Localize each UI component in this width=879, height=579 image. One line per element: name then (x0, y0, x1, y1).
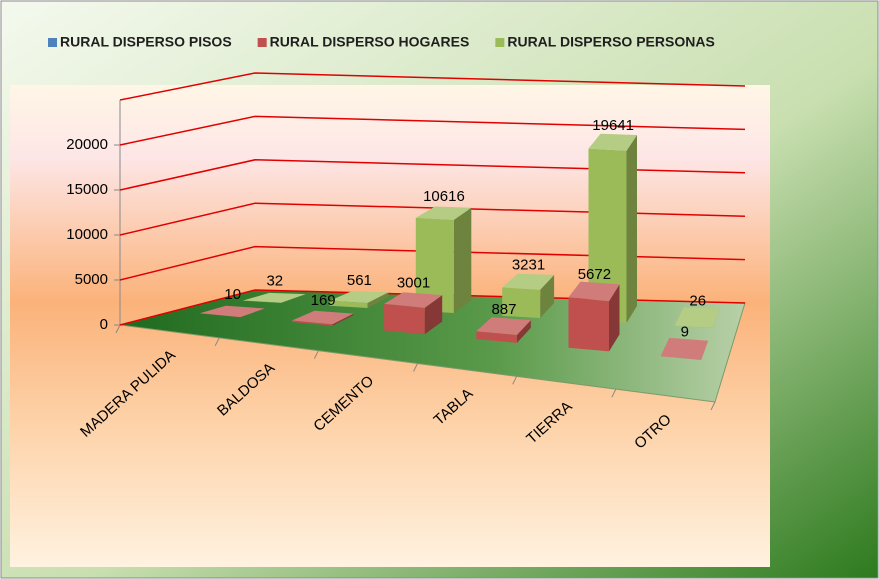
x-tick (115, 324, 121, 334)
bar (384, 292, 443, 335)
bar-top (588, 133, 637, 151)
bar-side (516, 320, 531, 343)
data-label: 32 (266, 272, 283, 289)
bar-front (476, 331, 517, 343)
legend: RURAL DISPERSO PISOS RURAL DISPERSO HOGAR… (48, 34, 715, 50)
bar-front (415, 217, 454, 313)
bar (674, 307, 720, 328)
bar (588, 133, 637, 323)
bar-side (540, 274, 555, 318)
y-tick-label: 20000 (66, 136, 108, 153)
bar-side (332, 313, 354, 326)
bar-top (199, 305, 265, 318)
grid-line (119, 245, 746, 281)
bar-side (424, 295, 443, 335)
bar-front (292, 320, 333, 326)
bar-side (701, 340, 709, 360)
bar-top (329, 291, 389, 303)
data-label: 10 (224, 286, 241, 303)
bar-side (609, 284, 620, 352)
x-tick (214, 337, 220, 347)
bar-side (453, 207, 472, 313)
y-tick-label: 10000 (66, 226, 108, 243)
bar-side (712, 308, 720, 328)
data-label: 26 (689, 292, 706, 309)
bar-front (660, 356, 702, 360)
bar-front (502, 287, 541, 318)
legend-label: RURAL DISPERSO HOGARES (270, 34, 470, 50)
grid-line (119, 202, 746, 236)
bar-side (240, 308, 265, 318)
grid-line (119, 159, 746, 191)
bar-top (476, 317, 531, 335)
bar (568, 281, 620, 352)
bar (292, 310, 354, 326)
legend-swatch (257, 38, 267, 47)
data-label: 887 (491, 301, 516, 318)
legend-label: RURAL DISPERSO PERSONAS (507, 34, 714, 50)
bar (243, 292, 306, 303)
x-tick (611, 388, 617, 398)
data-label: 5672 (578, 266, 611, 283)
bar-top (384, 292, 443, 308)
bar-top (292, 310, 354, 325)
data-label: 169 (311, 292, 336, 309)
legend-swatch (48, 38, 57, 47)
x-tick (512, 376, 518, 385)
bar (476, 317, 531, 343)
x-tick (413, 363, 418, 372)
data-label: 3231 (512, 256, 545, 273)
bar (329, 291, 389, 308)
bar-front (199, 313, 241, 318)
data-label: 10616 (423, 188, 465, 205)
bar-front (243, 300, 282, 303)
legend-label: RURAL DISPERSO PISOS (60, 34, 232, 50)
bar-top (568, 281, 620, 302)
bar-front (568, 297, 609, 352)
wall-edge (119, 72, 746, 101)
data-label: 561 (347, 272, 372, 289)
grid-line (119, 115, 746, 146)
legend-swatch (495, 38, 505, 47)
bar (660, 337, 709, 360)
bar (502, 273, 555, 318)
bar-front (588, 148, 627, 323)
bar-top (415, 206, 472, 220)
bar-front (329, 300, 368, 308)
bar-top (660, 337, 709, 360)
bar (415, 206, 472, 313)
bar-side (367, 292, 389, 308)
y-tick-label: 0 (100, 316, 108, 333)
bar-side (281, 294, 306, 303)
bar-front (384, 303, 425, 335)
bar-top (674, 307, 720, 328)
bar-side (626, 135, 637, 323)
bar (199, 305, 265, 318)
data-label: 9 (681, 324, 689, 341)
x-tick (710, 401, 716, 411)
bar-front (674, 325, 713, 328)
y-tick-label: 5000 (75, 271, 108, 288)
y-tick-label: 15000 (66, 181, 108, 198)
bar-top (502, 273, 555, 290)
x-tick (313, 350, 319, 359)
data-label: 19641 (592, 117, 634, 134)
bar-top (243, 292, 306, 303)
data-label: 3001 (397, 275, 430, 292)
